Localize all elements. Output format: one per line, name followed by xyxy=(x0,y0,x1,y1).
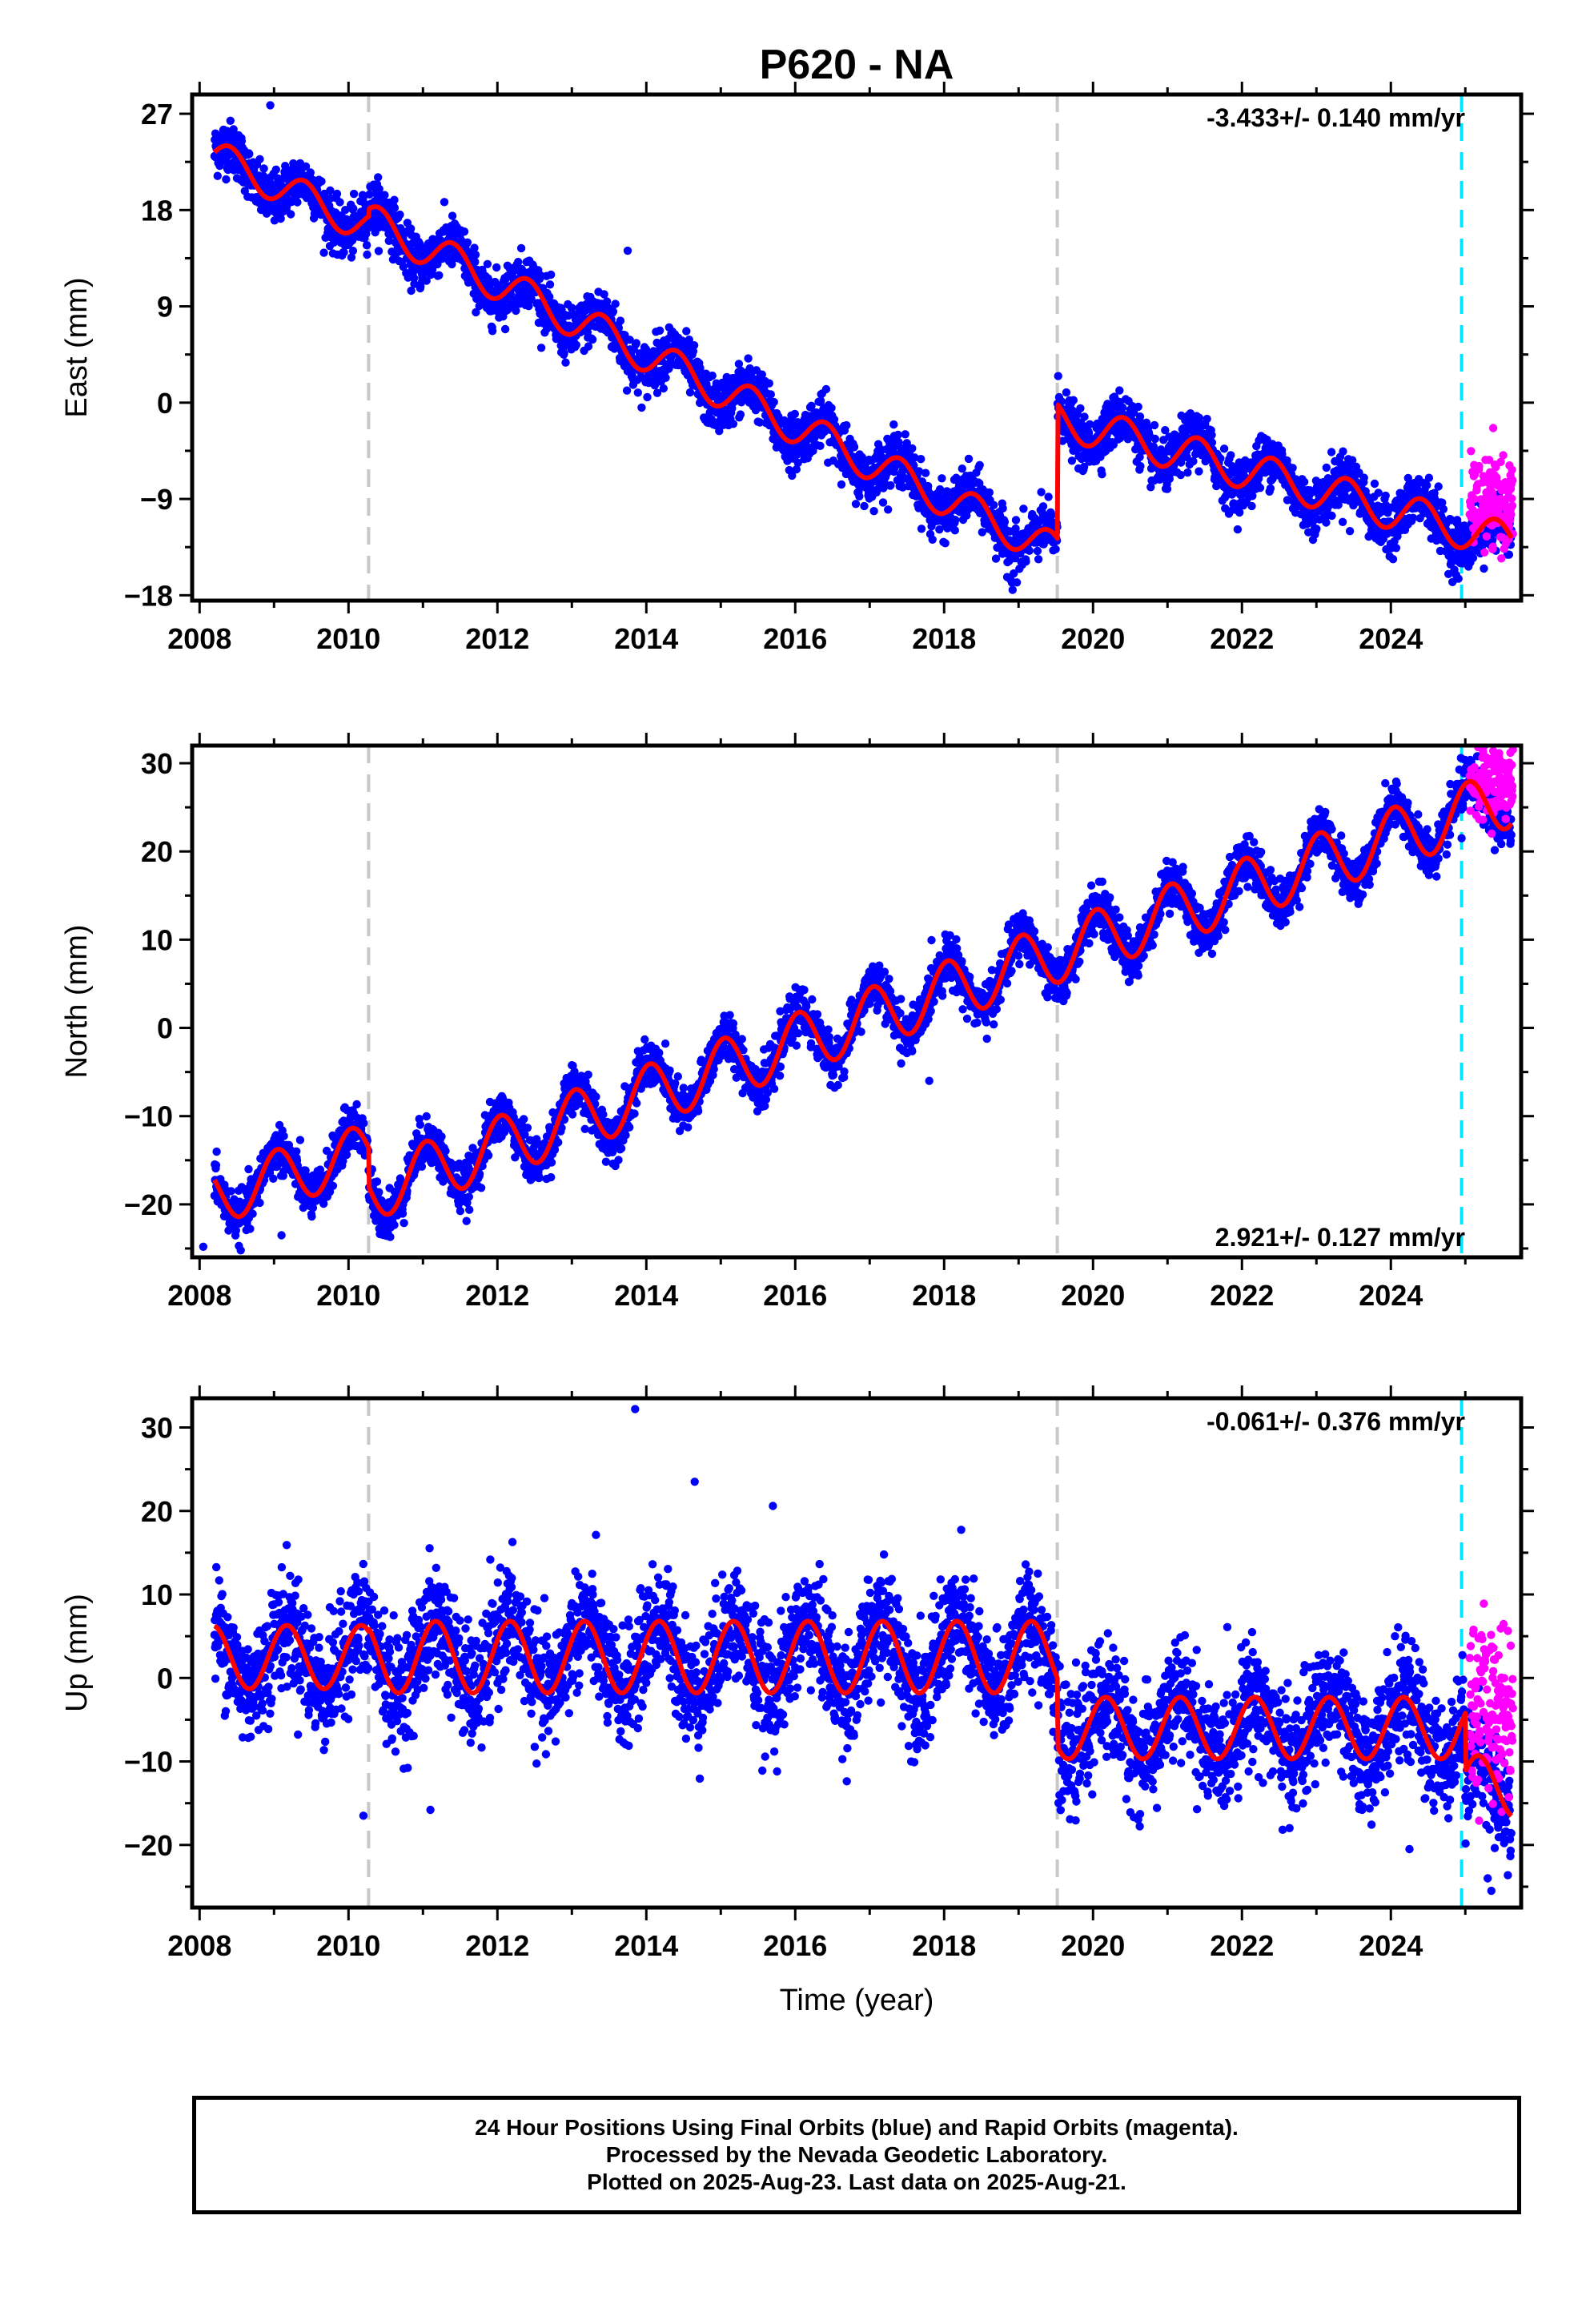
x-tick-label: 2016 xyxy=(763,1929,827,1962)
x-tick-label: 2008 xyxy=(167,622,231,655)
plot-frame xyxy=(190,92,1524,603)
x-tick-label: 2012 xyxy=(465,1929,529,1962)
y-tick-label: −10 xyxy=(124,1100,173,1133)
caption-line-1: 24 Hour Positions Using Final Orbits (bl… xyxy=(475,2115,1239,2140)
velocity-rate-label: -3.433+/- 0.140 mm/yr xyxy=(1207,103,1465,132)
plot-frame xyxy=(190,743,1524,1260)
plot-area xyxy=(199,746,1517,1257)
caption-line-2: Processed by the Nevada Geodetic Laborat… xyxy=(605,2142,1108,2167)
x-tick-label: 2012 xyxy=(465,1279,529,1312)
y-tick-label: 9 xyxy=(157,291,173,324)
caption-box: 24 Hour Positions Using Final Orbits (bl… xyxy=(192,2096,1521,2214)
y-tick-label: 27 xyxy=(141,98,173,131)
x-tick-label: 2018 xyxy=(912,622,976,655)
y-axis: 30 20 10 0 −10 −20 xyxy=(124,747,1534,1250)
x-axis-label: Time (year) xyxy=(780,1984,934,2017)
y-axis-label: North (mm) xyxy=(60,924,94,1078)
final-orbit-points xyxy=(210,1405,1516,1896)
panel-0: 2008 2010 2012 2014 2016 2018 2020 2022 2024 27 18… xyxy=(60,42,1534,655)
plot-area xyxy=(210,1398,1517,1908)
panel-1: 2008 2010 2012 2014 2016 2018 2020 2022 20243020… xyxy=(60,733,1534,1312)
y-tick-label: 10 xyxy=(141,923,173,956)
x-axis: 2008 2010 2012 2014 2016 2018 2020 2022 2024 xyxy=(167,82,1467,655)
x-tick-label: 2020 xyxy=(1061,1279,1125,1312)
rapid-orbit-points xyxy=(1465,1599,1517,1825)
y-axis-label: East (mm) xyxy=(60,277,94,417)
y-tick-label: 18 xyxy=(141,194,173,227)
x-tick-label: 2018 xyxy=(912,1279,976,1312)
final-orbit-points xyxy=(210,101,1516,594)
y-tick-label: −20 xyxy=(124,1188,173,1221)
x-tick-label: 2008 xyxy=(167,1929,231,1962)
x-tick-label: 2016 xyxy=(763,1279,827,1312)
model-fit-line xyxy=(212,778,1514,1220)
x-tick-label: 2022 xyxy=(1210,1279,1274,1312)
plot-frame xyxy=(190,1396,1524,1910)
panel-2: 2008 2010 2012 2014 2016 2018 2020 2022 20243020… xyxy=(60,1385,1534,2017)
x-axis: 2008 2010 2012 2014 2016 2018 2020 2022 2024 xyxy=(167,733,1467,1312)
caption-line-3: Plotted on 2025-Aug-23. Last data on 202… xyxy=(587,2169,1126,2194)
x-tick-label: 2018 xyxy=(912,1929,976,1962)
chart-title: P620 - NA xyxy=(760,42,954,88)
plot-area xyxy=(210,94,1517,601)
x-tick-label: 2024 xyxy=(1359,1929,1423,1962)
velocity-rate-label: -0.061+/- 0.376 mm/yr xyxy=(1207,1407,1465,1436)
x-tick-label: 2024 xyxy=(1359,1279,1423,1312)
x-tick-label: 2014 xyxy=(614,1929,678,1962)
velocity-rate-label: 2.921+/- 0.127 mm/yr xyxy=(1215,1223,1465,1252)
y-tick-label: −20 xyxy=(124,1829,173,1862)
final-orbit-points xyxy=(199,752,1516,1255)
x-tick-label: 2022 xyxy=(1210,622,1274,655)
y-tick-label: −18 xyxy=(124,579,173,612)
x-tick-label: 2022 xyxy=(1210,1929,1274,1962)
x-tick-label: 2008 xyxy=(167,1279,231,1312)
y-tick-label: 30 xyxy=(141,1411,173,1444)
x-tick-label: 2010 xyxy=(316,1279,380,1312)
y-tick-label: 0 xyxy=(157,1012,173,1045)
y-tick-label: −9 xyxy=(140,483,173,516)
x-tick-label: 2012 xyxy=(465,622,529,655)
x-tick-label: 2010 xyxy=(316,622,380,655)
y-axis: 30 20 10 0 −10 −20 xyxy=(124,1411,1534,1888)
y-tick-label: 10 xyxy=(141,1578,173,1611)
y-tick-label: −10 xyxy=(124,1746,173,1779)
y-tick-label: 20 xyxy=(141,835,173,868)
x-tick-label: 2014 xyxy=(614,622,678,655)
x-tick-label: 2010 xyxy=(316,1929,380,1962)
x-tick-label: 2024 xyxy=(1359,622,1423,655)
model-fit-line xyxy=(212,1618,1514,1818)
y-tick-label: 0 xyxy=(157,387,173,420)
rapid-orbit-points xyxy=(1465,746,1517,838)
model-fit-line xyxy=(212,143,1514,553)
x-tick-label: 2020 xyxy=(1061,622,1125,655)
x-tick-label: 2020 xyxy=(1061,1929,1125,1962)
y-tick-label: 0 xyxy=(157,1662,173,1695)
y-tick-label: 30 xyxy=(141,747,173,780)
y-axis: 27 18 9 0 −9 −18 xyxy=(124,98,1534,612)
x-tick-label: 2014 xyxy=(614,1279,678,1312)
x-tick-label: 2016 xyxy=(763,622,827,655)
y-tick-label: 20 xyxy=(141,1495,173,1528)
x-axis: 2008 2010 2012 2014 2016 2018 2020 2022 2024 xyxy=(167,1385,1467,1962)
y-axis-label: Up (mm) xyxy=(60,1594,94,1712)
